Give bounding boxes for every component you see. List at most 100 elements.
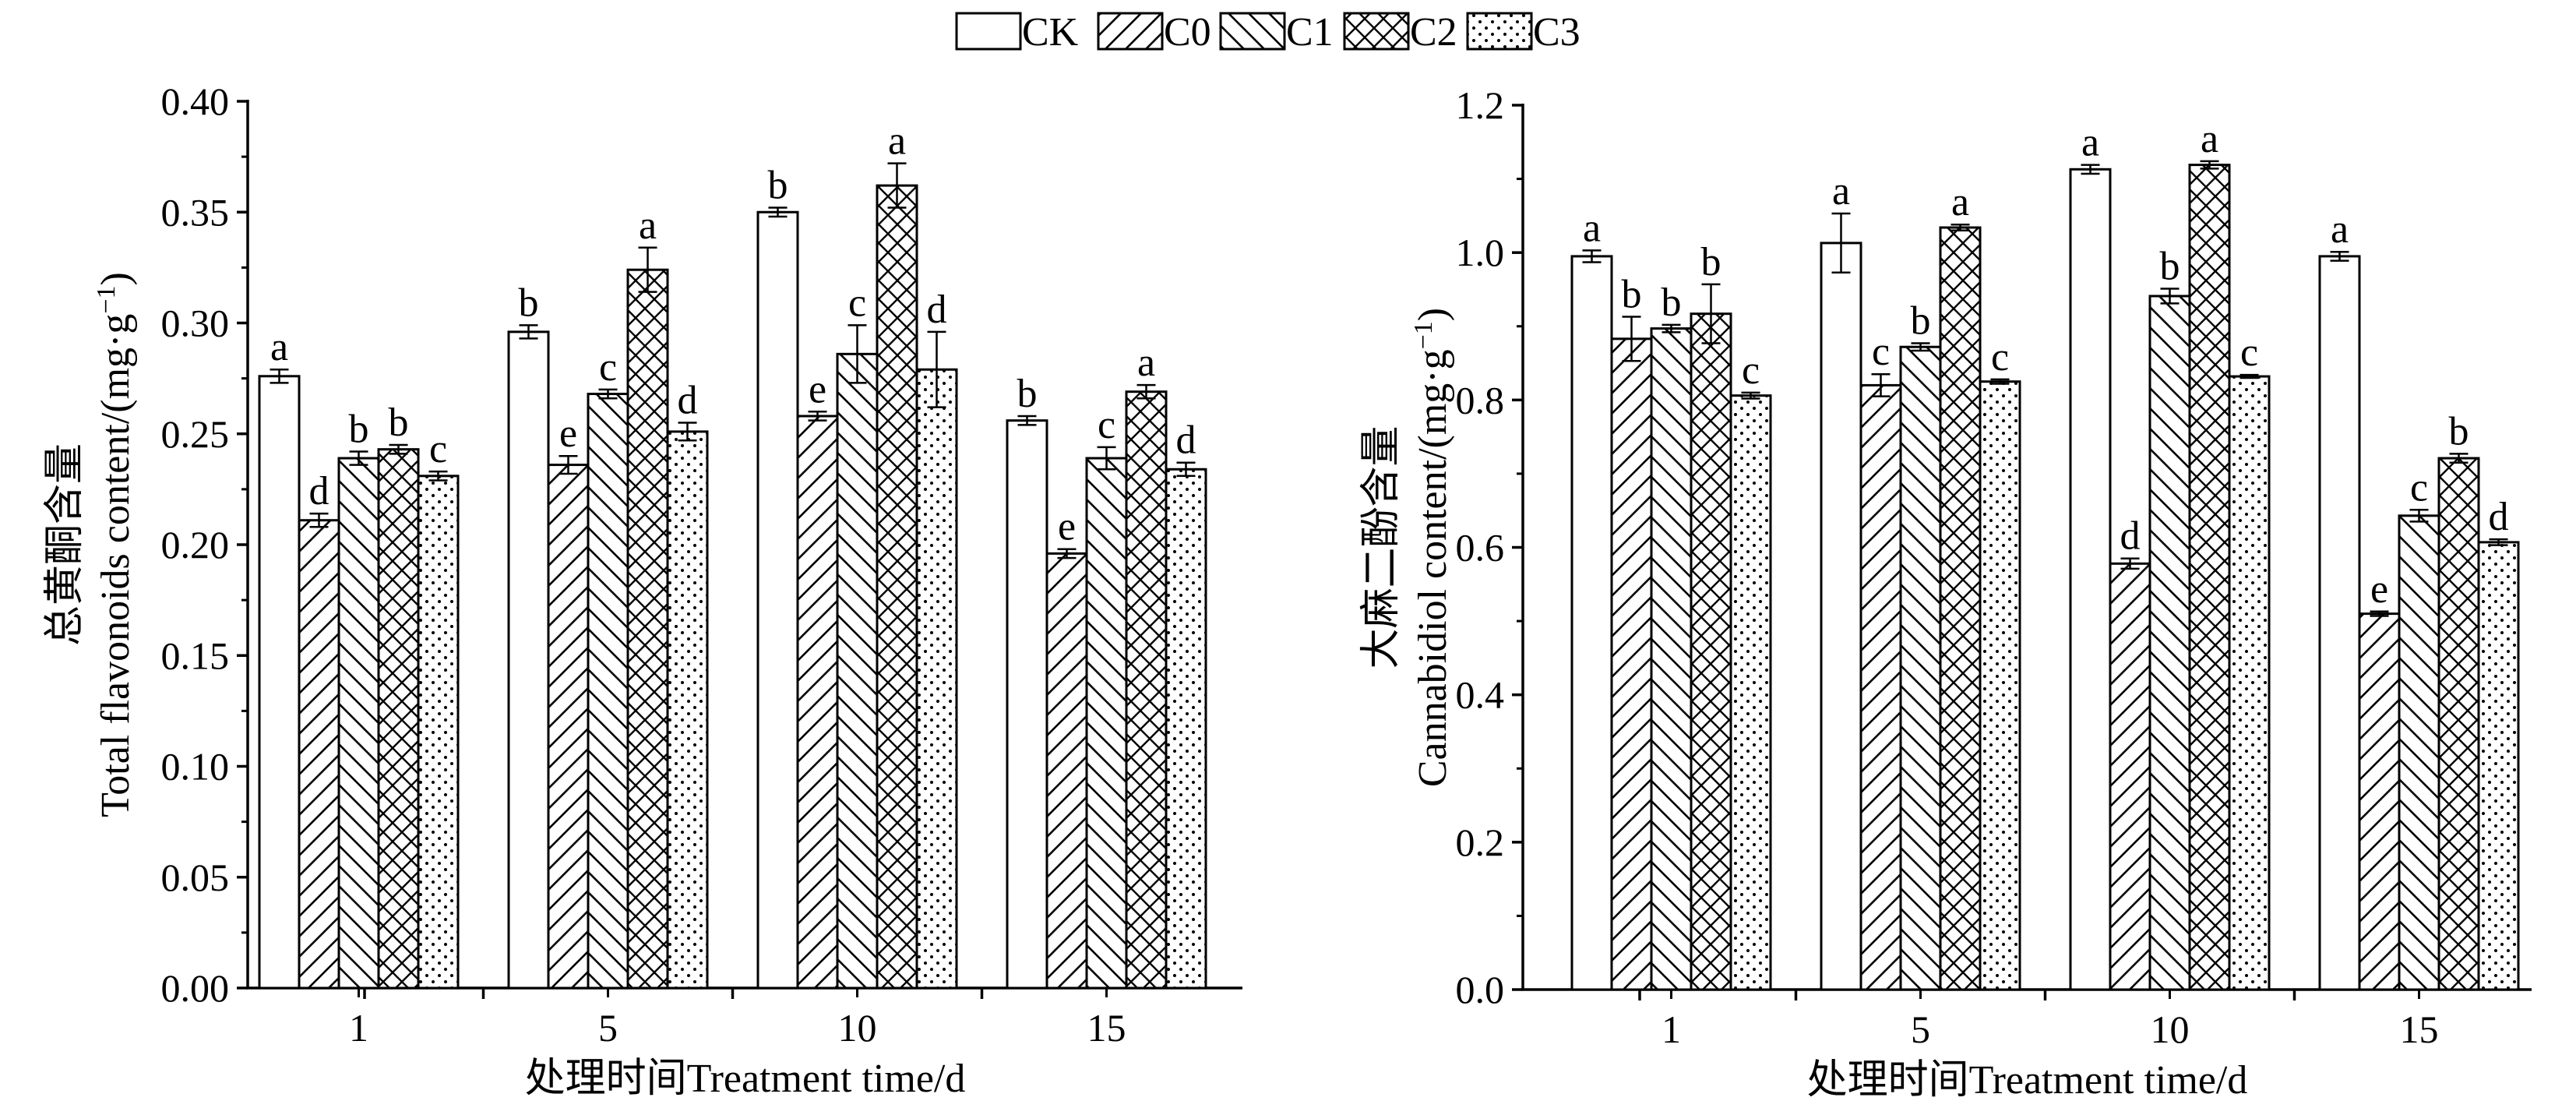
bar-c0-1: [298, 519, 340, 990]
y-axis-title-en-end: ): [93, 272, 138, 285]
x-tick-label: 5: [1911, 1007, 1930, 1051]
y-tick-label: 0.6: [1456, 526, 1505, 570]
bar-c2-1: [377, 448, 420, 990]
significance-letter: c: [1742, 348, 1760, 393]
bar-ck-5: [507, 330, 550, 990]
legend-swatch-ck: [955, 12, 1022, 51]
bar-c2-15: [2437, 457, 2480, 991]
bar-c3-5: [666, 430, 709, 990]
bar-ck-10: [2069, 168, 2112, 991]
significance-letter: d: [678, 379, 698, 423]
bar-c3-1: [417, 475, 460, 990]
significance-letter: c: [1991, 335, 2009, 379]
bar-c2-1: [1690, 312, 1732, 991]
bar-c1-15: [1085, 457, 1128, 990]
significance-letter: a: [1137, 341, 1155, 385]
significance-letter: e: [809, 367, 826, 411]
bar-c1-10: [836, 352, 879, 990]
y-axis-title-en-main: Cannabidiol content/(mg·g: [1411, 349, 1455, 787]
significance-letter: a: [1832, 169, 1850, 213]
significance-letter: a: [2081, 121, 2099, 165]
bar-c3-10: [2228, 375, 2271, 991]
bar-c1-5: [1899, 345, 1942, 991]
y-axis-title-cn: 大麻二酚含量: [1359, 425, 1404, 669]
bar-c1-1: [337, 457, 380, 990]
bar-c0-10: [796, 415, 839, 990]
legend: CK C0 C1 C2 C3: [955, 10, 1580, 55]
bar-c0-5: [547, 464, 590, 990]
x-tick-label: 1: [1662, 1007, 1681, 1051]
significance-letter: a: [888, 119, 906, 164]
significance-letter: d: [309, 469, 329, 513]
significance-letter: b: [2160, 245, 2180, 289]
bar-ck-15: [2318, 255, 2361, 991]
y-tick-label: 0.2: [1456, 820, 1505, 864]
significance-letter: a: [1583, 206, 1601, 250]
x-axis-title: 处理时间Treatment time/d: [1807, 1058, 2248, 1101]
y-axis-title-en-main: Total flavonoids content/(mg·g: [93, 314, 138, 817]
bar-ck-5: [1820, 242, 1862, 991]
significance-letter: b: [1017, 372, 1038, 416]
significance-letter: e: [2370, 567, 2388, 612]
y-tick-label: 0.25: [161, 412, 230, 456]
y-axis-title-en-sup: −1: [92, 285, 121, 313]
significance-letter: d: [2489, 495, 2509, 539]
bar-c0-15: [2358, 612, 2401, 991]
bar-c3-15: [2477, 541, 2520, 991]
y-axis-title-cn: 总黄酮含量: [43, 443, 87, 646]
bar-c0-5: [1859, 383, 1902, 991]
significance-letter: b: [1662, 281, 1682, 325]
y-axis-title-en: Total flavonoids content/(mg·g−1): [92, 272, 139, 817]
bar-ck-1: [258, 375, 301, 990]
significance-letter: a: [1951, 180, 1969, 224]
y-tick-label: 0.30: [161, 302, 230, 345]
bar-c2-5: [626, 268, 669, 990]
significance-letter: a: [270, 325, 288, 369]
y-axis-title-en-end: ): [1411, 308, 1455, 321]
y-tick-label: 0.0: [1456, 968, 1505, 1011]
y-tick-label: 0.4: [1456, 673, 1505, 717]
legend-label-c0: C0: [1164, 10, 1211, 55]
significance-letter: b: [1911, 299, 1931, 344]
significance-letter: b: [2449, 409, 2469, 453]
significance-letter: b: [349, 408, 369, 452]
legend-swatch-c1: [1219, 12, 1286, 51]
significance-letter: c: [2410, 465, 2428, 510]
bar-c0-1: [1610, 337, 1653, 991]
significance-letter: c: [1872, 330, 1890, 374]
legend-swatch-c3: [1466, 12, 1533, 51]
x-tick-label: 15: [1087, 1006, 1126, 1050]
legend-label-ck: CK: [1022, 10, 1079, 55]
legend-label-c2: C2: [1410, 10, 1457, 55]
y-tick-label: 0.10: [161, 745, 230, 789]
significance-letter: c: [848, 281, 866, 325]
significance-letter: d: [2120, 514, 2141, 559]
significance-letter: a: [2201, 117, 2218, 161]
y-tick-label: 0.8: [1456, 378, 1505, 422]
bar-ck-10: [756, 210, 799, 990]
significance-letter: b: [1622, 272, 1642, 316]
y-axis-title-en-sup: −1: [1409, 321, 1438, 349]
significance-letter: e: [1058, 505, 1076, 549]
y-tick-label: 1.2: [1456, 83, 1505, 127]
significance-letter: d: [1176, 418, 1196, 463]
significance-letter: b: [768, 164, 788, 208]
y-tick-label: 1.0: [1456, 231, 1505, 274]
y-axis-title-en: Cannabidiol content/(mg·g−1): [1409, 308, 1456, 787]
bar-c2-15: [1125, 390, 1168, 990]
y-tick-label: 0.05: [161, 856, 230, 899]
bar-c1-1: [1650, 327, 1693, 991]
legend-label-c1: C1: [1286, 10, 1334, 55]
x-tick-label: 10: [838, 1006, 877, 1050]
significance-letter: a: [2331, 207, 2349, 252]
significance-letter: a: [639, 203, 657, 248]
significance-letter: e: [559, 411, 577, 456]
significance-letter: c: [599, 345, 617, 390]
significance-letter: b: [389, 401, 409, 445]
legend-label-c3: C3: [1533, 10, 1580, 55]
x-tick-label: 15: [2400, 1007, 2439, 1051]
bar-ck-1: [1570, 255, 1613, 991]
bar-c3-5: [1979, 380, 2021, 991]
